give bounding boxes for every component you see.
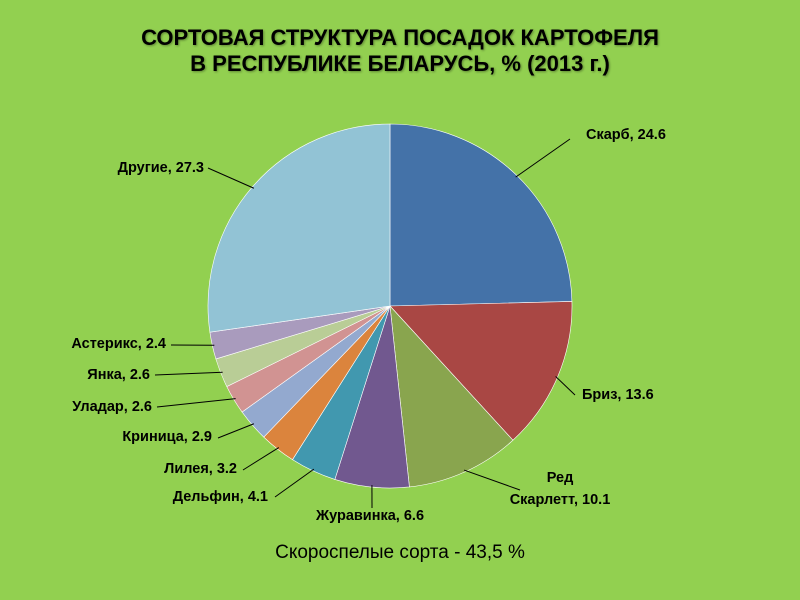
data-label-1: Скарб, 24.6: [586, 127, 666, 143]
leader-line-1: [515, 138, 571, 178]
leader-line-2: [555, 376, 576, 396]
data-label-6: Лилея, 3.2: [164, 461, 237, 477]
data-label-5: Дельфин, 4.1: [173, 489, 268, 505]
pie-slice-1: [389, 123, 573, 307]
data-label-8: Уладар, 2.6: [72, 399, 152, 415]
leader-line-8: [156, 398, 236, 408]
pie-slice-11: [207, 123, 391, 333]
early-varieties-note: Скороспелые сорта - 43,5 %: [275, 542, 525, 563]
leader-line-9: [154, 371, 223, 376]
chart-title-line-2: В РЕСПУБЛИКЕ БЕЛАРУСЬ, % (2013 г.): [190, 51, 610, 76]
data-label-11: Другие, 27.3: [118, 160, 204, 176]
data-label-9: Янка, 2.6: [87, 367, 150, 383]
leader-line-7: [217, 423, 255, 439]
chart-title-line-1: СОРТОВАЯ СТРУКТУРА ПОСАДОК КАРТОФЕЛЯ: [141, 25, 659, 50]
leader-line-11: [207, 167, 255, 189]
pie-slice-3: [389, 305, 514, 488]
leader-line-6: [242, 447, 280, 471]
leader-line-5: [274, 468, 315, 498]
data-label-2: Бриз, 13.6: [582, 387, 654, 403]
data-label-4: Журавинка, 6.6: [315, 508, 424, 524]
pie-slice-2: [389, 301, 573, 441]
data-label-10: Астерикс, 2.4: [71, 336, 166, 352]
data-label-7: Криница, 2.9: [122, 429, 212, 445]
data-label-3: Ред Скарлетт, 10.1: [510, 470, 611, 508]
leader-line-3: [463, 469, 521, 491]
